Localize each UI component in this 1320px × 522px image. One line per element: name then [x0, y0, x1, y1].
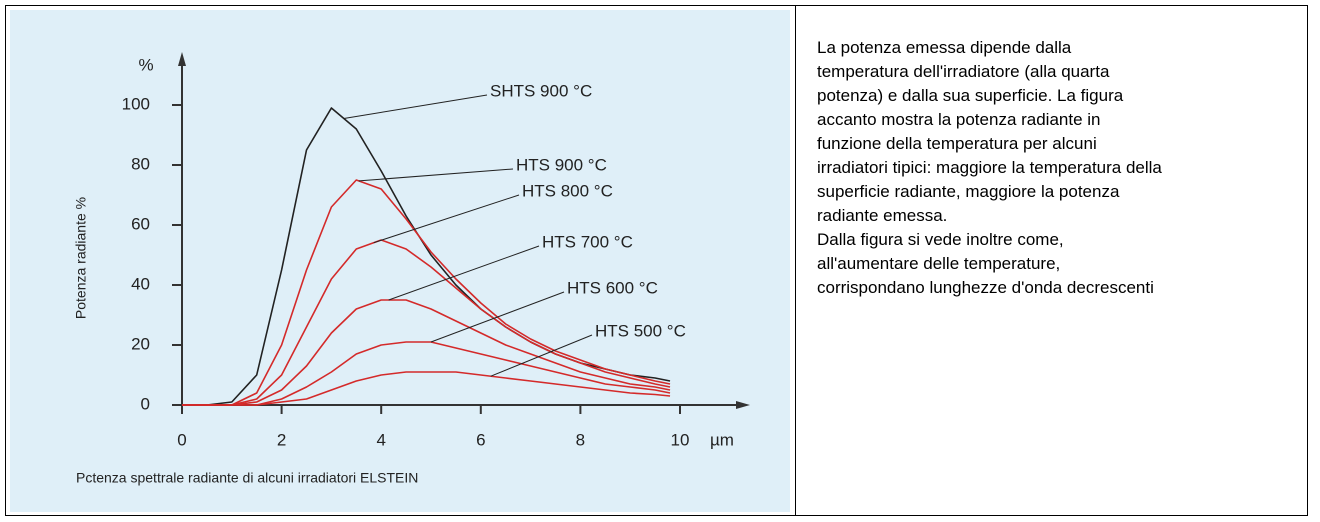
y-tick-label: 40 [131, 274, 150, 293]
text-line: radiante emessa. [817, 206, 948, 225]
series-label: HTS 500 °C [595, 321, 686, 340]
y-unit: % [138, 55, 153, 74]
curve [182, 239, 671, 406]
y-tick-label: 100 [122, 94, 150, 113]
description: La potenza emessa dipende dalla temperatu… [817, 36, 1307, 300]
series-label: SHTS 900 °C [490, 81, 592, 100]
series-label: HTS 900 °C [516, 155, 607, 174]
x-tick-label: 6 [476, 430, 485, 449]
series-label: HTS 600 °C [567, 278, 658, 297]
leader-line [358, 168, 514, 182]
y-tick-label: 0 [141, 394, 150, 413]
y-tick-label: 60 [131, 214, 150, 233]
leader-line [490, 334, 593, 377]
x-axis-arrow [736, 401, 750, 409]
caption: Pctenza spettrale radiante di alcuni irr… [76, 470, 418, 486]
curve [182, 107, 671, 406]
text-line: La potenza emessa dipende dalla [817, 38, 1072, 57]
x-tick-label: 2 [277, 430, 286, 449]
text-line: temperatura dell'irradiatore (alla quart… [817, 62, 1110, 81]
curve [182, 371, 671, 406]
chart-cell [10, 10, 790, 512]
leader-line [343, 94, 488, 119]
x-unit: µm [710, 430, 734, 449]
curve [182, 341, 671, 406]
leader-line [430, 291, 565, 343]
x-tick-label: 4 [376, 430, 385, 449]
series-label: HTS 700 °C [542, 232, 633, 251]
y-tick-label: 20 [131, 334, 150, 353]
y-axis-arrow [178, 52, 186, 66]
text-line: irradiatori tipici: maggiore la temperat… [817, 158, 1162, 177]
curve [182, 179, 671, 406]
y-tick-label: 80 [131, 154, 150, 173]
text-line: superficie radiante, maggiore la potenza [817, 182, 1120, 201]
text-line: potenza) e dalla sua superficie. La figu… [817, 86, 1124, 105]
x-tick-label: 8 [576, 430, 585, 449]
text-line: Dalla figura si vede inoltre come, [817, 230, 1064, 249]
text-line: accanto mostra la potenza radiante in [817, 110, 1101, 129]
series-label: HTS 800 °C [522, 181, 613, 200]
cell-divider [795, 5, 796, 516]
y-axis-label: Potenza radiante % [73, 197, 89, 319]
table-border [5, 5, 1308, 516]
text-line: corrispondano lunghezze d'onda decrescen… [817, 278, 1154, 297]
text-line: all'aumentare delle temperature, [817, 254, 1061, 273]
x-tick-label: 0 [177, 430, 186, 449]
x-tick-label: 10 [671, 430, 690, 449]
leader-line [388, 245, 540, 301]
leader-line [373, 194, 520, 244]
text-line: funzione della temperatura per alcuni [817, 134, 1097, 153]
curve [182, 299, 671, 406]
